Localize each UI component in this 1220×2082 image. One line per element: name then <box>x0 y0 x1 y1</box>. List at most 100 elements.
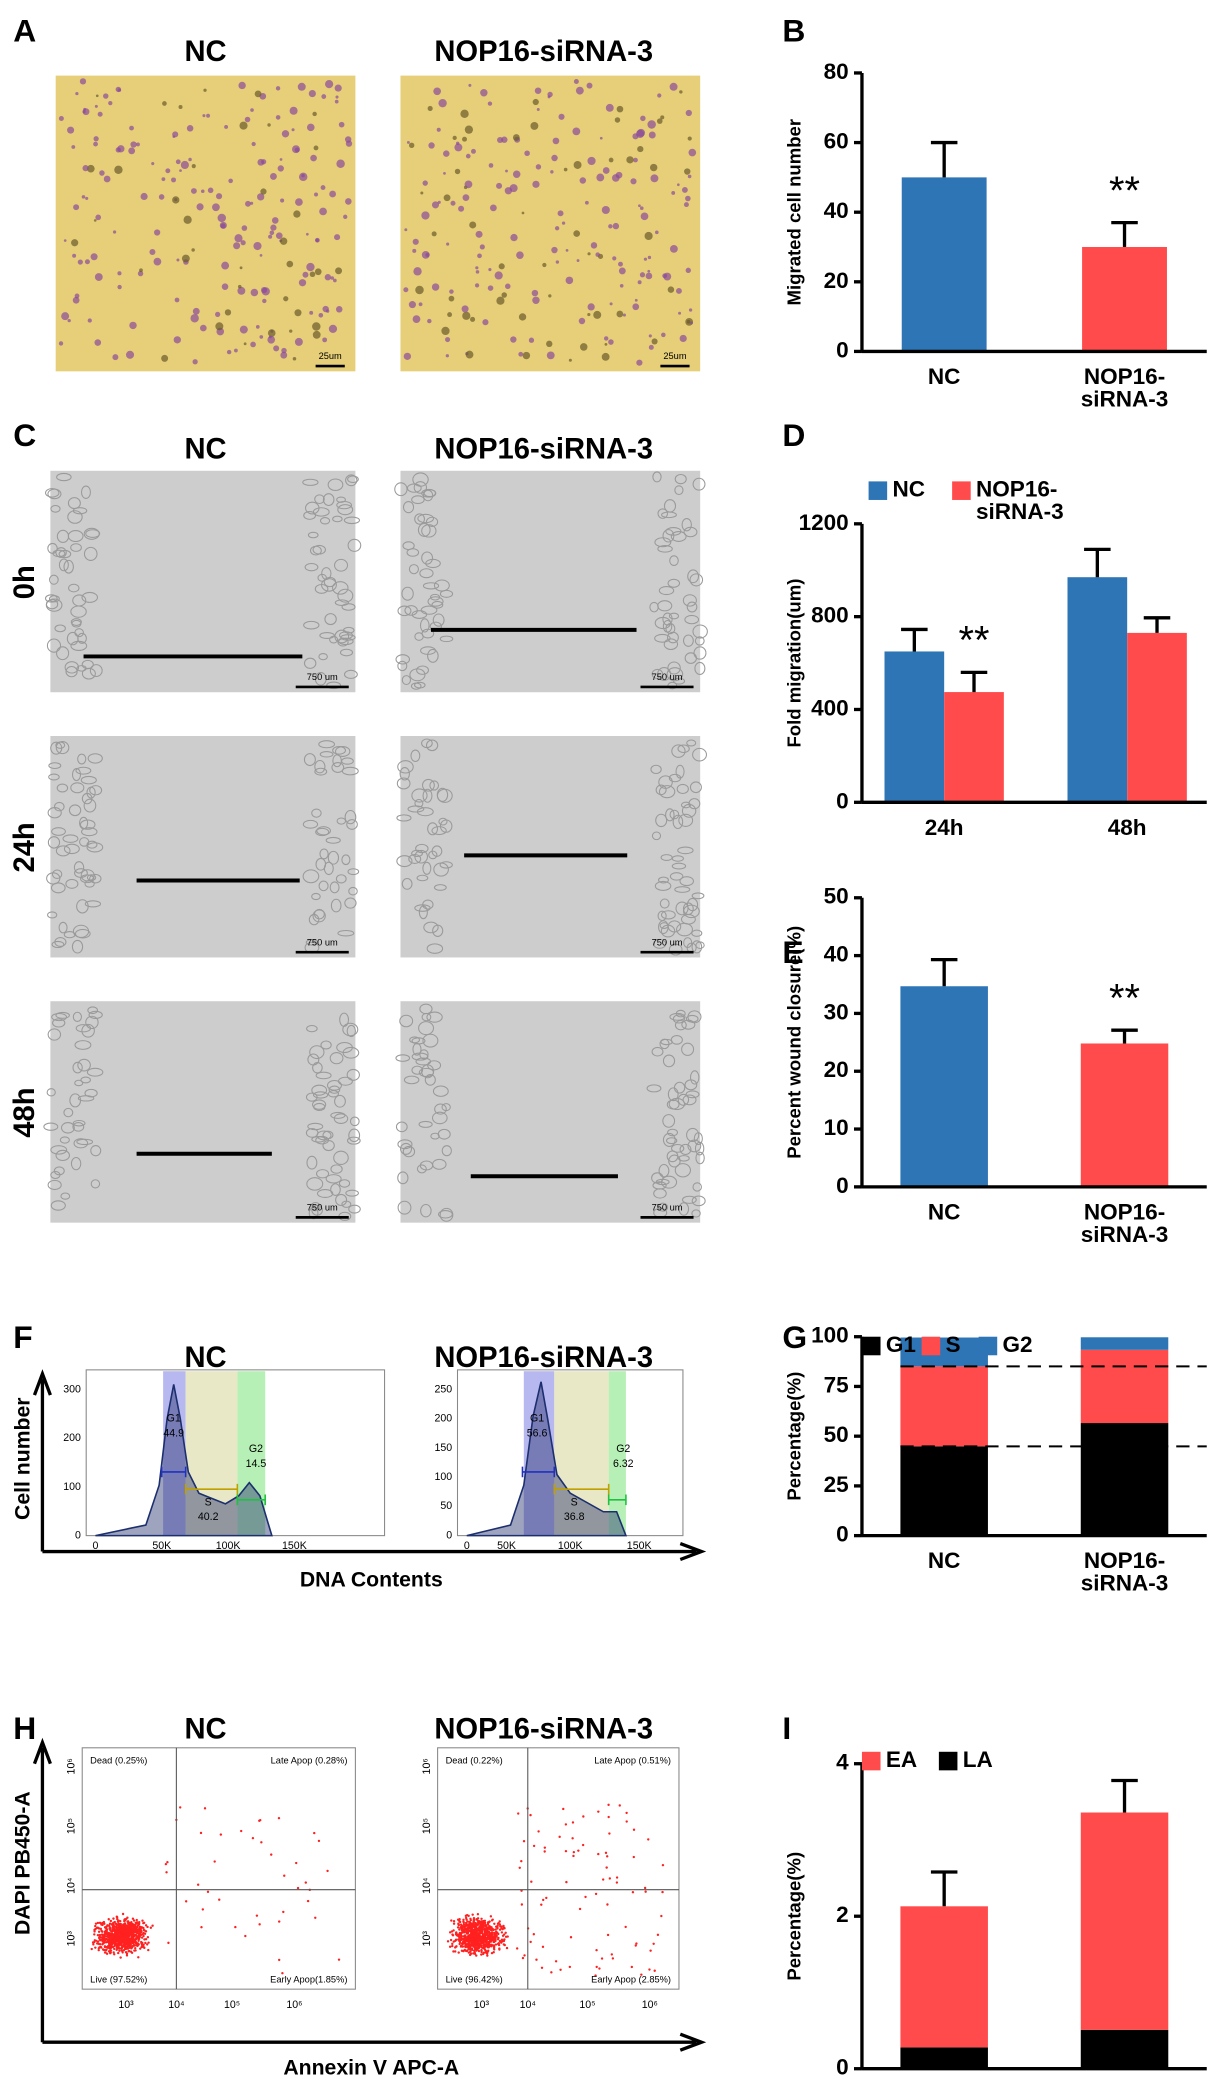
stained-cell <box>277 165 284 172</box>
cell <box>652 471 662 483</box>
cell-event <box>116 1947 119 1950</box>
cell-event <box>110 1923 114 1926</box>
cell <box>685 1090 700 1099</box>
cell-event <box>572 1850 576 1854</box>
gate-name: S <box>205 1496 212 1508</box>
stained-cell <box>437 200 441 204</box>
cell <box>73 1138 89 1149</box>
cell-event <box>240 1829 243 1833</box>
image-area <box>400 1001 701 1223</box>
cell-event <box>471 1922 475 1925</box>
stained-cell <box>234 234 243 243</box>
stained-cell <box>518 351 524 357</box>
stained-cell <box>685 109 692 117</box>
cell-event <box>165 1871 168 1874</box>
cell-event <box>113 1953 116 1956</box>
cell-event <box>479 1942 482 1945</box>
stained-cell <box>565 249 569 252</box>
cell <box>55 1149 70 1162</box>
cell <box>52 1018 66 1028</box>
cell <box>306 1177 324 1191</box>
cell <box>81 1023 95 1038</box>
stained-cell <box>418 302 423 307</box>
cell-event <box>131 1929 134 1932</box>
cell-event <box>615 1876 619 1879</box>
cell <box>659 1038 670 1050</box>
cell-event <box>109 1919 113 1923</box>
bar-segment <box>1080 1423 1169 1536</box>
cell-event <box>624 1925 627 1929</box>
stained-cell <box>471 148 476 154</box>
cell <box>434 1103 447 1115</box>
stained-cell <box>283 296 289 302</box>
cell-event <box>456 1926 460 1929</box>
panel-label: G <box>782 1319 807 1355</box>
legend-swatch <box>868 481 888 500</box>
cell <box>411 1065 424 1075</box>
cell-event <box>565 1880 568 1884</box>
stained-cell <box>161 177 166 182</box>
cell <box>327 850 340 865</box>
stained-cell <box>94 339 102 346</box>
stained-cell <box>603 336 609 341</box>
cell <box>348 1204 361 1214</box>
cell-event <box>475 1927 478 1930</box>
stained-cell <box>565 276 574 285</box>
y-tick-label: 4 <box>836 1750 849 1775</box>
cell <box>646 1084 662 1093</box>
stained-cell <box>555 260 560 264</box>
cell <box>305 1128 319 1138</box>
cell <box>676 922 693 937</box>
cell-event <box>296 1886 300 1890</box>
stained-cell <box>239 121 248 130</box>
stained-cell <box>648 344 654 350</box>
cell-event <box>142 1931 145 1935</box>
stained-cell <box>207 187 214 194</box>
cell <box>670 1143 685 1153</box>
cell-event <box>458 1928 461 1931</box>
scale-bar-label: 750 um <box>307 937 338 947</box>
cell <box>51 827 66 836</box>
stained-cell <box>671 191 676 195</box>
stained-cell <box>310 154 317 162</box>
stained-cell <box>575 86 584 95</box>
cell <box>666 667 684 682</box>
y-tick-label: 20 <box>824 1057 849 1082</box>
cell <box>50 882 66 894</box>
cell-event <box>550 1971 553 1974</box>
bar <box>900 986 988 1187</box>
cell-event <box>446 1940 450 1943</box>
cell-event <box>469 1917 472 1921</box>
cell-event <box>484 1949 488 1953</box>
cell <box>665 527 682 536</box>
cell-event <box>132 1933 135 1937</box>
cell-event <box>598 1967 601 1970</box>
stained-cell <box>636 129 645 138</box>
scale-bar-label: 750 um <box>652 937 683 947</box>
cell-event <box>457 1938 460 1941</box>
cell-event <box>457 1951 460 1954</box>
cell <box>320 1040 332 1050</box>
cell <box>439 635 454 643</box>
cell-event <box>125 1945 129 1949</box>
cell-event <box>608 1877 612 1880</box>
stained-cell <box>579 177 587 184</box>
cell <box>396 777 411 790</box>
stained-cell <box>530 121 539 130</box>
cell-event <box>120 1925 123 1928</box>
cell-event <box>529 1940 532 1944</box>
cell-event <box>114 1938 117 1942</box>
cell <box>55 1011 70 1019</box>
stained-cell <box>573 161 582 169</box>
cell <box>315 827 330 837</box>
cell <box>686 1127 700 1143</box>
column-heading: NOP16-siRNA-3 <box>434 1713 653 1745</box>
panel-label: I <box>782 1710 791 1746</box>
stained-cell <box>548 294 552 298</box>
stained-cell <box>221 261 230 270</box>
y-tick-label: 20 <box>824 268 849 293</box>
stained-cell <box>241 225 248 231</box>
cell-event <box>634 1944 637 1947</box>
cell-event <box>537 1830 540 1833</box>
cell-event <box>467 1914 470 1918</box>
